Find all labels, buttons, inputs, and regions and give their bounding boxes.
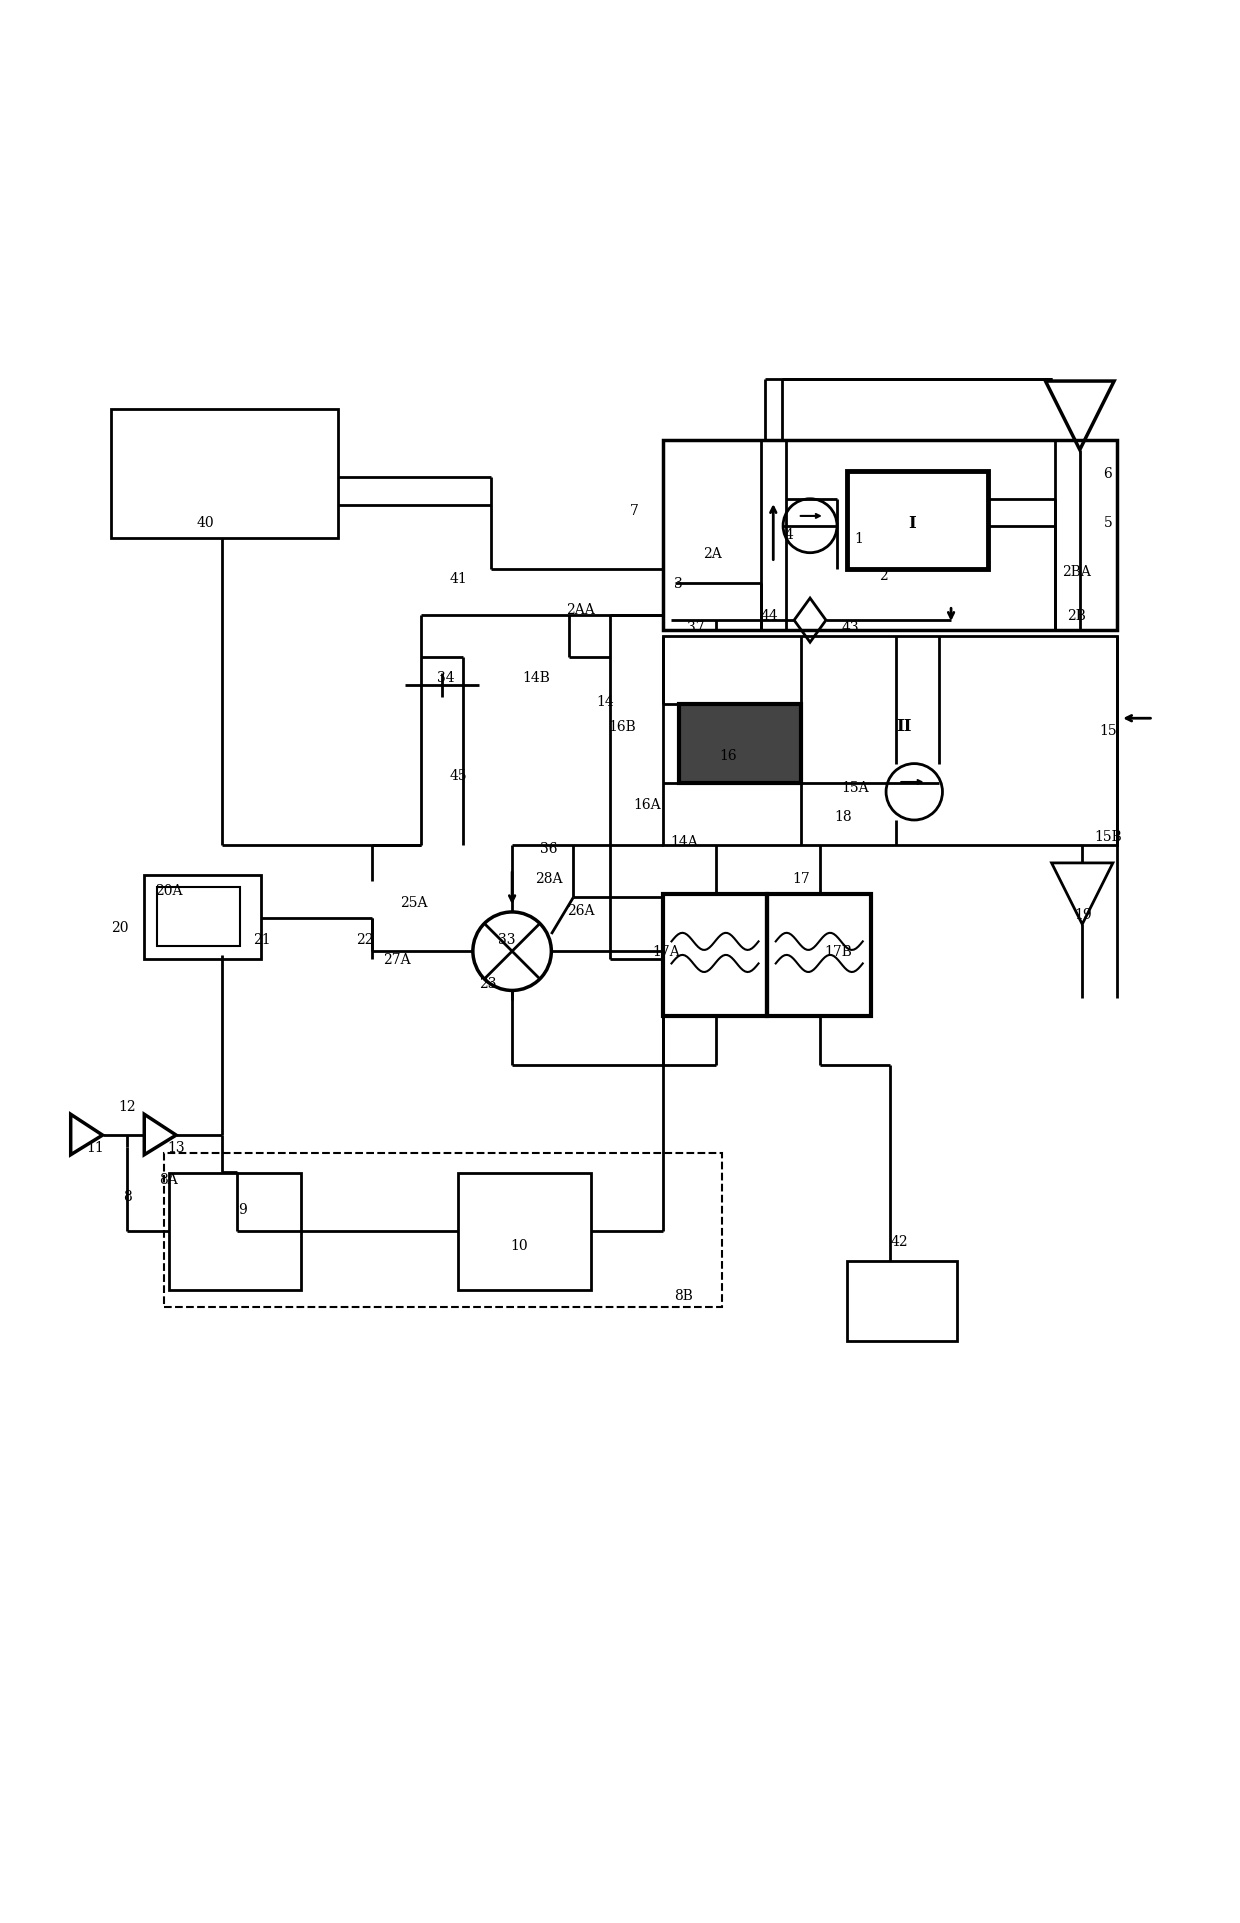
Text: 5: 5 [1104,515,1112,529]
Text: 27A: 27A [383,952,410,965]
Text: 33: 33 [498,933,516,946]
Bar [112,410,339,538]
Text: 13: 13 [167,1140,185,1156]
Text: 2B: 2B [1066,610,1085,623]
Text: 43: 43 [842,621,859,635]
Text: 17B: 17B [825,944,852,960]
Text: 37: 37 [687,621,704,635]
Text: 15: 15 [1099,725,1117,738]
Text: 7: 7 [630,504,639,517]
Text: 26A: 26A [567,904,594,917]
Text: 42: 42 [890,1235,909,1248]
Text: 21: 21 [253,933,270,946]
Text: 2BA: 2BA [1061,565,1090,579]
Text: 14A: 14A [670,835,698,848]
Text: 2A: 2A [703,546,722,560]
Text: 16B: 16B [609,719,636,733]
Bar [768,894,872,1017]
Text: 45: 45 [449,767,467,783]
Text: 6: 6 [1104,467,1112,481]
Text: 10: 10 [511,1238,528,1252]
Text: 44: 44 [760,610,779,623]
Text: 2: 2 [879,569,888,583]
Text: 15A: 15A [842,781,869,794]
Bar [847,471,988,569]
Bar [663,440,1116,631]
Text: 20: 20 [112,921,129,935]
Bar [164,1154,722,1308]
Text: 41: 41 [449,573,467,587]
Text: 4: 4 [785,529,794,542]
Text: 20A: 20A [155,883,182,898]
Bar [169,1173,301,1290]
Bar [458,1173,590,1290]
Text: 16: 16 [719,748,737,763]
Text: 14: 14 [596,694,614,710]
Text: II: II [897,717,913,735]
Bar [156,888,239,946]
Text: 8B: 8B [675,1288,693,1302]
Text: 8: 8 [123,1190,131,1204]
Text: 17A: 17A [652,944,681,960]
Text: 3: 3 [675,577,683,590]
Text: 14B: 14B [523,671,551,685]
Text: 28A: 28A [536,871,563,885]
Text: 17: 17 [792,871,810,885]
Text: 25A: 25A [401,896,428,910]
Text: 19: 19 [1075,908,1092,921]
Bar [847,1261,957,1342]
Text: 23: 23 [479,977,496,990]
Text: 11: 11 [87,1140,104,1156]
Bar [663,637,1116,844]
Bar [663,894,768,1017]
Text: I: I [908,513,915,531]
Text: 12: 12 [118,1100,136,1113]
Text: 22: 22 [356,933,373,946]
Text: 36: 36 [541,842,558,856]
Text: 9: 9 [238,1202,247,1215]
Bar [144,875,260,960]
Text: 16A: 16A [634,798,661,812]
Text: 34: 34 [436,671,455,685]
Text: 15B: 15B [1094,829,1122,844]
Text: 40: 40 [197,515,215,529]
Text: 8A: 8A [160,1173,179,1186]
Text: 2AA: 2AA [567,602,595,617]
Bar [678,704,801,785]
Text: 1: 1 [854,533,863,546]
Text: 18: 18 [835,810,852,823]
